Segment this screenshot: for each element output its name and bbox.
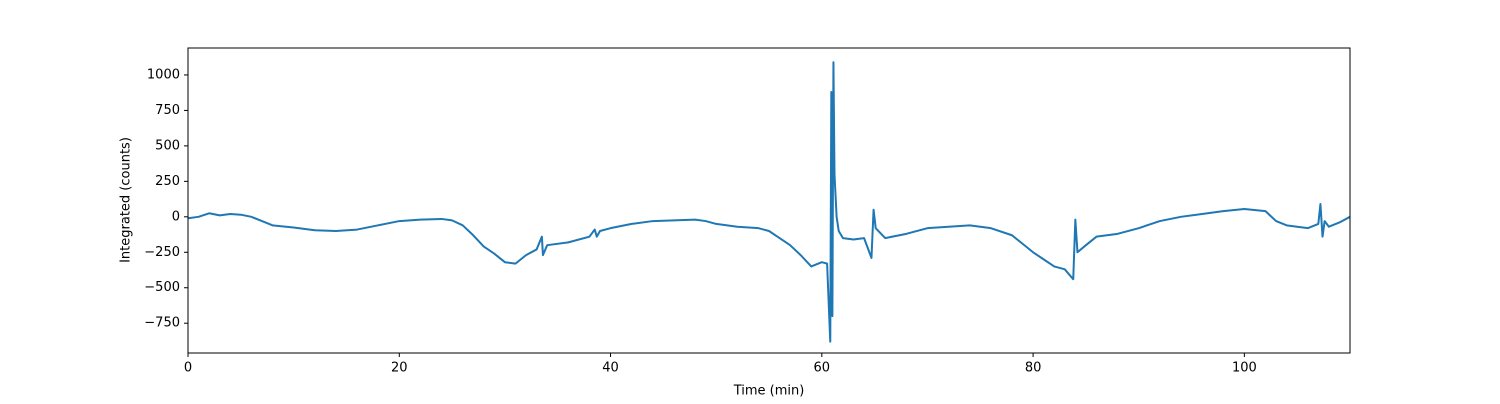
x-tick-label: 60 <box>814 361 831 376</box>
x-tick-label: 40 <box>602 361 619 376</box>
y-tick-label: −750 <box>144 316 180 331</box>
y-tick-label: 0 <box>172 209 180 224</box>
y-axis-label: Integrated (counts) <box>119 137 134 263</box>
y-tick-label: −250 <box>144 245 180 260</box>
y-tick-label: 1000 <box>147 67 180 82</box>
x-tick-label: 20 <box>391 361 408 376</box>
y-tick-label: 250 <box>155 174 180 189</box>
x-tick-label: 80 <box>1025 361 1042 376</box>
plot-frame <box>187 47 1351 354</box>
y-tick-label: 500 <box>155 138 180 153</box>
y-tick-label: 750 <box>155 103 180 118</box>
x-tick-label: 100 <box>1232 361 1257 376</box>
x-tick-label: 0 <box>184 361 192 376</box>
x-axis-label: Time (min) <box>733 384 805 399</box>
data-line <box>187 61 1351 343</box>
y-tick-label: −500 <box>144 280 180 295</box>
